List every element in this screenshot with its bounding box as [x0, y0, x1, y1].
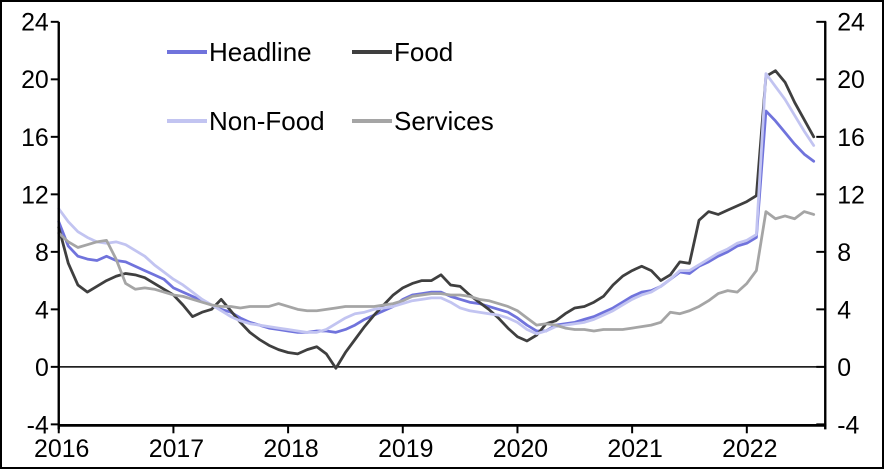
- legend-entry-food: Food: [352, 37, 453, 67]
- y-tick-label-left-16: 16: [21, 125, 49, 152]
- y-tick-label-right-8: 8: [837, 240, 851, 267]
- legend-swatch-headline: [167, 50, 207, 54]
- series-line-non-food: [57, 72, 816, 336]
- legend-entry-services: Services: [352, 106, 494, 136]
- y-tick-label-right-16: 16: [837, 125, 865, 152]
- y-tick-label-left-0: 0: [35, 355, 49, 382]
- y-tick-label-right-0: 0: [837, 355, 851, 382]
- legend-entry-headline: Headline: [167, 37, 312, 67]
- x-tick-label-2017: 2017: [149, 436, 204, 463]
- legend-swatch-non-food: [167, 119, 207, 123]
- y-tick-label-left-20: 20: [21, 67, 49, 94]
- x-tick-label-2021: 2021: [607, 436, 662, 463]
- x-tick-label-2022: 2022: [722, 436, 777, 463]
- legend-entry-non-food: Non-Food: [167, 106, 325, 136]
- x-tick-label-2016: 2016: [34, 436, 89, 463]
- y-tick-label-left-12: 12: [21, 182, 49, 209]
- y-tick-label-left--4: -4: [27, 412, 49, 439]
- series-line-services: [57, 210, 816, 333]
- x-tick-label-2020: 2020: [493, 436, 548, 463]
- legend-label-non-food: Non-Food: [209, 106, 325, 136]
- legend-label-food: Food: [394, 37, 454, 67]
- x-tick-label-2018: 2018: [263, 436, 318, 463]
- x-tick-label-2019: 2019: [378, 436, 433, 463]
- y-tick-label-left-4: 4: [35, 297, 49, 324]
- y-tick-label-right--4: -4: [837, 412, 859, 439]
- series-line-headline: [57, 109, 816, 334]
- legend-swatch-food: [352, 50, 392, 54]
- y-tick-label-right-4: 4: [837, 297, 851, 324]
- y-tick-label-right-12: 12: [837, 182, 865, 209]
- y-tick-label-left-24: 24: [21, 10, 49, 37]
- series-line-food: [57, 69, 816, 370]
- y-tick-label-left-8: 8: [35, 240, 49, 267]
- legend-swatch-services: [352, 119, 392, 123]
- y-tick-label-right-20: 20: [837, 67, 865, 94]
- legend-label-services: Services: [394, 106, 494, 136]
- legend-label-headline: Headline: [209, 37, 312, 67]
- y-tick-label-right-24: 24: [837, 10, 865, 37]
